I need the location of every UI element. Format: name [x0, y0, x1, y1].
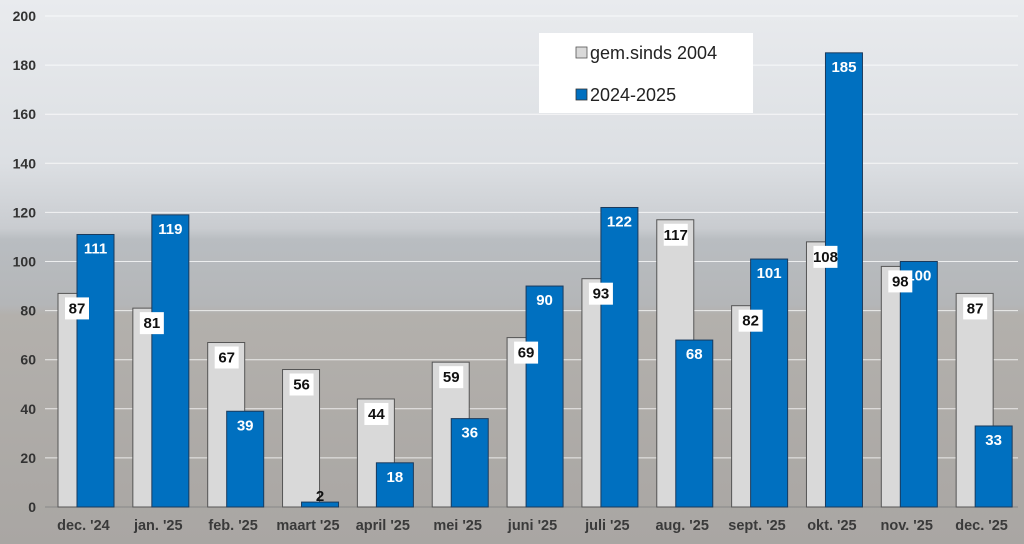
data-label: 87: [967, 300, 984, 317]
y-tick-label: 20: [20, 450, 36, 466]
data-label: 119: [158, 221, 182, 238]
data-label-box: [588, 282, 613, 305]
data-label: 87: [69, 300, 86, 317]
data-label: 117: [664, 227, 688, 244]
data-label: 111: [84, 240, 107, 257]
data-label: 108: [813, 249, 838, 266]
x-tick-label: dec. '25: [955, 518, 1008, 534]
bar-2024-2025: [151, 214, 190, 508]
y-tick-label: 160: [13, 106, 37, 122]
y-tick-label: 60: [20, 352, 36, 368]
data-label: 67: [218, 350, 235, 367]
data-label-box: [738, 309, 763, 332]
bar-2024-2025: [450, 418, 489, 508]
data-label: 82: [742, 313, 759, 330]
data-label: 39: [237, 417, 254, 434]
bar-2024-2025: [824, 52, 863, 508]
bar-2024-2025: [750, 258, 789, 508]
y-tick-label: 140: [13, 155, 37, 171]
data-label: 2: [316, 488, 324, 505]
data-label: 122: [607, 213, 632, 230]
bar-2024-2025: [899, 261, 938, 508]
data-label: 59: [443, 369, 460, 386]
legend-label-2024-2025: 2024-2025: [590, 85, 676, 105]
legend-swatch-2024-2025: [575, 88, 588, 101]
x-tick-label: mei '25: [433, 518, 482, 534]
x-tick-label: nov. '25: [881, 518, 933, 534]
data-label: 100: [906, 268, 931, 285]
x-tick-label: juni '25: [507, 518, 557, 534]
x-tick-label: maart '25: [276, 518, 339, 534]
bar-2024-2025: [600, 206, 639, 508]
data-label: 93: [593, 286, 610, 303]
data-label: 36: [461, 425, 478, 442]
data-label-box: [139, 312, 164, 335]
y-tick-label: 120: [13, 204, 37, 220]
y-tick-label: 80: [20, 303, 36, 319]
data-label: 101: [757, 265, 782, 282]
x-tick-label: april '25: [356, 518, 410, 534]
data-label: 68: [686, 346, 703, 363]
data-label: 98: [892, 273, 909, 290]
x-tick-label: juli '25: [584, 518, 630, 534]
bar-2024-2025: [525, 285, 564, 508]
data-label-box: [439, 366, 464, 389]
data-label: 56: [293, 377, 310, 394]
data-label-box: [514, 341, 539, 364]
data-label: 90: [536, 292, 553, 309]
data-label-box: [214, 346, 239, 369]
bar-2024-2025: [675, 339, 714, 508]
x-tick-label: sept. '25: [728, 518, 785, 534]
x-tick-label: feb. '25: [208, 518, 257, 534]
x-tick-label: jan. '25: [133, 518, 183, 534]
legend-box: [539, 33, 753, 113]
legend-swatch-gem-sinds-2004: [575, 46, 588, 59]
y-tick-label: 180: [13, 57, 37, 73]
data-label: 69: [518, 345, 535, 362]
bar-2024-2025: [76, 233, 115, 508]
data-label-box: [888, 270, 913, 293]
data-label: 33: [985, 432, 1002, 449]
y-tick-label: 200: [13, 8, 37, 24]
x-tick-label: okt. '25: [807, 518, 856, 534]
y-tick-label: 0: [28, 499, 36, 515]
data-label: 81: [144, 315, 161, 332]
data-label-box: [364, 402, 389, 425]
data-label-box: [963, 297, 988, 320]
bar-2024-2025: [301, 501, 340, 508]
data-label: 18: [387, 469, 404, 486]
data-label: 185: [831, 59, 856, 76]
data-label-box: [813, 245, 838, 268]
bar-2024-2025: [375, 462, 414, 508]
y-tick-label: 40: [20, 401, 36, 417]
data-label-box: [289, 373, 314, 396]
data-label: 44: [368, 406, 385, 423]
x-tick-label: aug. '25: [655, 518, 708, 534]
data-label-box: [65, 297, 89, 320]
y-tick-label: 100: [13, 254, 37, 270]
bar-2024-2025: [974, 425, 1013, 508]
bar-2024-2025: [226, 410, 265, 508]
data-label-box: [663, 223, 688, 246]
legend: gem.sinds 2004 2024-2025: [539, 33, 753, 113]
x-tick-label: dec. '24: [57, 518, 110, 534]
legend-label-gem-sinds-2004: gem.sinds 2004: [590, 43, 717, 63]
